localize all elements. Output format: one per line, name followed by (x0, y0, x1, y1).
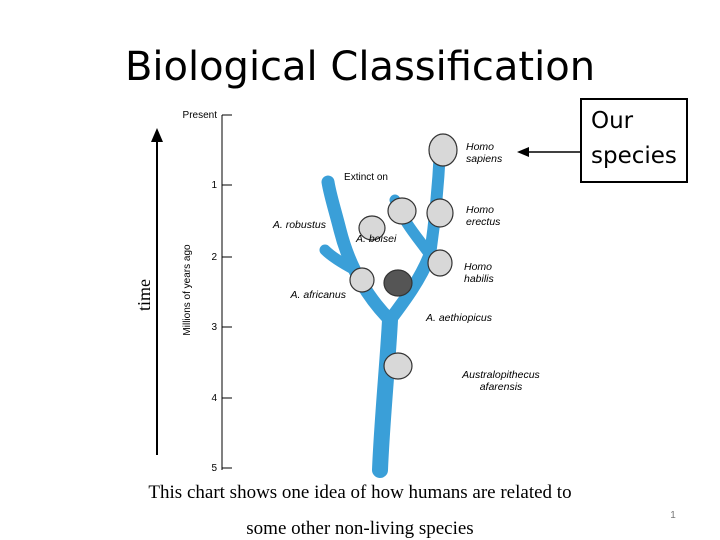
species-label: A. boisei (355, 233, 397, 245)
tree-branches (319, 144, 446, 478)
slide-title: Biological Classification (125, 44, 595, 90)
callout-text: Our species (591, 108, 677, 169)
scale-ticks: Present 1 2 3 4 5 (183, 110, 232, 474)
page-number: 1 (670, 510, 676, 521)
tick-label: 1 (211, 180, 217, 191)
callout-box (580, 98, 688, 183)
callout-line: Our (591, 108, 634, 134)
species-label: Homo (464, 261, 492, 273)
species-label: sapiens (466, 153, 503, 165)
species-label: A. robustus (272, 219, 327, 231)
species-label: A. aethiopicus (425, 312, 493, 324)
skulls (349, 133, 458, 380)
species-label: afarensis (480, 381, 523, 393)
tick-label: 4 (211, 393, 217, 404)
callout-line: species (591, 143, 677, 169)
tick-label: 3 (211, 322, 217, 333)
species-label: Homo (466, 141, 494, 153)
tick-label: Present (183, 110, 218, 121)
species-label: habilis (464, 273, 495, 285)
scale-label: Millions of years ago (182, 244, 193, 336)
callout-arrow-head (517, 147, 529, 157)
species-label: A. africanus (290, 289, 347, 301)
species-label: Homo (466, 204, 494, 216)
caption: This chart shows one idea of how humans … (148, 482, 571, 539)
species-label: erectus (466, 216, 501, 228)
arrow-head (151, 128, 163, 142)
tick-label: 5 (211, 463, 217, 474)
caption-line: some other non-living species (246, 518, 473, 539)
extinct-label: Extinct on (344, 172, 388, 183)
time-label: time (134, 279, 154, 311)
caption-line: This chart shows one idea of how humans … (148, 482, 571, 503)
species-label: Australopithecus (461, 369, 540, 381)
tick-label: 2 (211, 252, 217, 263)
